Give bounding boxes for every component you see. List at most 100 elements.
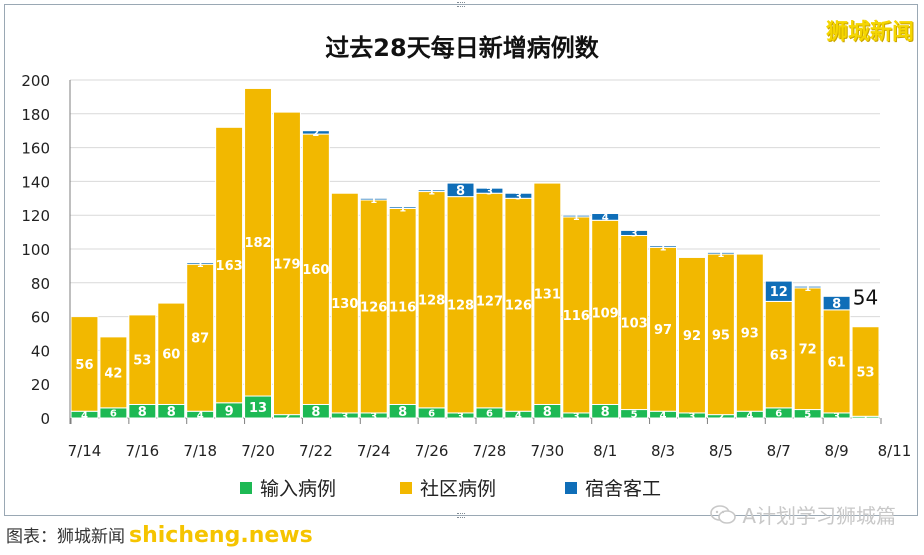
data-label: 13	[249, 401, 267, 416]
legend-swatch	[240, 481, 252, 494]
data-label: 179	[273, 257, 300, 272]
bar-segment	[301, 130, 330, 135]
account-name: A计划学习狮城篇	[742, 504, 896, 528]
bar-segment	[475, 192, 504, 409]
legend-label: 社区病例	[420, 478, 497, 500]
data-label: 8	[456, 184, 465, 199]
x-tick-label: 7/28	[473, 442, 507, 460]
bar-segment	[417, 189, 446, 193]
data-label: 109	[592, 306, 619, 321]
bar-segment	[157, 302, 186, 405]
data-label: 128	[447, 299, 474, 314]
stacked-bar-chart: 0204060801001201401601802004566428538604…	[21, 72, 912, 460]
data-label: 4	[197, 410, 204, 421]
data-label: 8	[398, 405, 407, 420]
x-tick-label: 7/14	[68, 442, 102, 460]
data-label: 3	[631, 229, 638, 240]
x-tick-label: 7/16	[125, 442, 159, 460]
bar-segment	[851, 326, 880, 417]
data-label: 1	[428, 186, 435, 197]
y-tick-label: 140	[21, 173, 50, 191]
legend-swatch	[565, 481, 577, 494]
frame-resize-handle-bottom[interactable]	[457, 513, 465, 518]
bar-segment	[793, 285, 822, 289]
x-tick-label: 7/20	[241, 442, 275, 460]
bar-segment	[388, 207, 417, 405]
data-label: 1	[573, 212, 580, 223]
data-label: 5	[804, 410, 811, 421]
data-label: 95	[712, 328, 730, 343]
x-tick-label: 7/22	[299, 442, 333, 460]
data-label: 1	[717, 249, 724, 260]
source-label: 图表：狮城新闻	[6, 527, 125, 547]
x-tick-label: 8/9	[825, 442, 849, 460]
data-label: 4	[660, 410, 667, 421]
data-label: 5	[631, 410, 638, 421]
data-label: 3	[341, 411, 348, 422]
data-label: 61	[828, 355, 846, 370]
bar-segment	[793, 287, 822, 411]
chart-legend: 输入病例 社区病例 宿舍客工	[0, 474, 924, 500]
x-tick-label: 7/30	[530, 442, 564, 460]
bar-segment	[330, 192, 359, 414]
data-label: 8	[601, 405, 610, 420]
x-tick-label: 8/5	[709, 442, 733, 460]
data-label: 8	[138, 405, 147, 420]
data-label: 116	[563, 309, 590, 324]
bar-segment	[822, 295, 851, 311]
data-label: 8	[543, 405, 552, 420]
bar-segment	[417, 191, 446, 409]
data-label: 130	[331, 297, 358, 312]
data-label: 12	[770, 285, 788, 300]
x-tick-label: 8/11	[878, 442, 912, 460]
data-label: 4	[81, 410, 88, 421]
bar-segment	[99, 336, 128, 409]
data-label: 1	[370, 195, 377, 206]
bar-segment	[186, 262, 215, 265]
y-tick-label: 40	[31, 342, 50, 360]
data-label: 93	[741, 327, 759, 342]
bar-segment	[562, 214, 591, 218]
bar-segment	[706, 253, 735, 416]
data-label: 160	[302, 263, 329, 278]
data-label: 1	[660, 242, 667, 253]
x-tick-label: 7/26	[415, 442, 449, 460]
data-label: 116	[389, 300, 416, 315]
bar-segment	[649, 245, 677, 248]
y-tick-label: 0	[40, 410, 50, 428]
x-tick-label: 8/1	[593, 442, 617, 460]
wechat-icon	[710, 504, 737, 525]
data-label: 128	[418, 294, 445, 309]
x-tick-label: 8/7	[767, 442, 791, 460]
data-label: 6	[775, 409, 782, 420]
data-label: 87	[191, 332, 209, 347]
data-label: 6	[428, 409, 435, 420]
data-label: 8	[832, 297, 841, 312]
data-label: 1	[862, 413, 869, 424]
bar-segment	[446, 182, 475, 198]
data-label: 63	[770, 349, 788, 364]
bar-segment	[735, 253, 764, 412]
bar-segment	[562, 216, 591, 414]
bar-segment	[446, 196, 475, 414]
bar-segment	[359, 197, 388, 201]
y-tick-label: 60	[31, 309, 50, 327]
data-label: 2	[283, 412, 290, 423]
data-label: 42	[104, 366, 122, 381]
data-label: 56	[75, 358, 93, 373]
bar-segment	[533, 182, 562, 405]
bar-segment	[215, 126, 244, 404]
source-brand: shicheng.news	[129, 523, 313, 548]
bar-segment	[475, 187, 504, 194]
data-label: 3	[573, 411, 580, 422]
data-label: 2	[717, 412, 724, 423]
bar-segment	[706, 251, 735, 255]
account-watermark: A计划学习狮城篇	[710, 500, 896, 529]
bar-segment	[244, 87, 272, 397]
data-label: 6	[486, 409, 493, 420]
legend-swatch	[400, 481, 412, 494]
frame-resize-handle-top[interactable]	[457, 2, 465, 7]
data-label: 1	[399, 203, 406, 214]
brand-watermark: 狮城新闻	[825, 20, 914, 45]
source-caption: 图表：狮城新闻 shicheng.news	[6, 522, 313, 548]
